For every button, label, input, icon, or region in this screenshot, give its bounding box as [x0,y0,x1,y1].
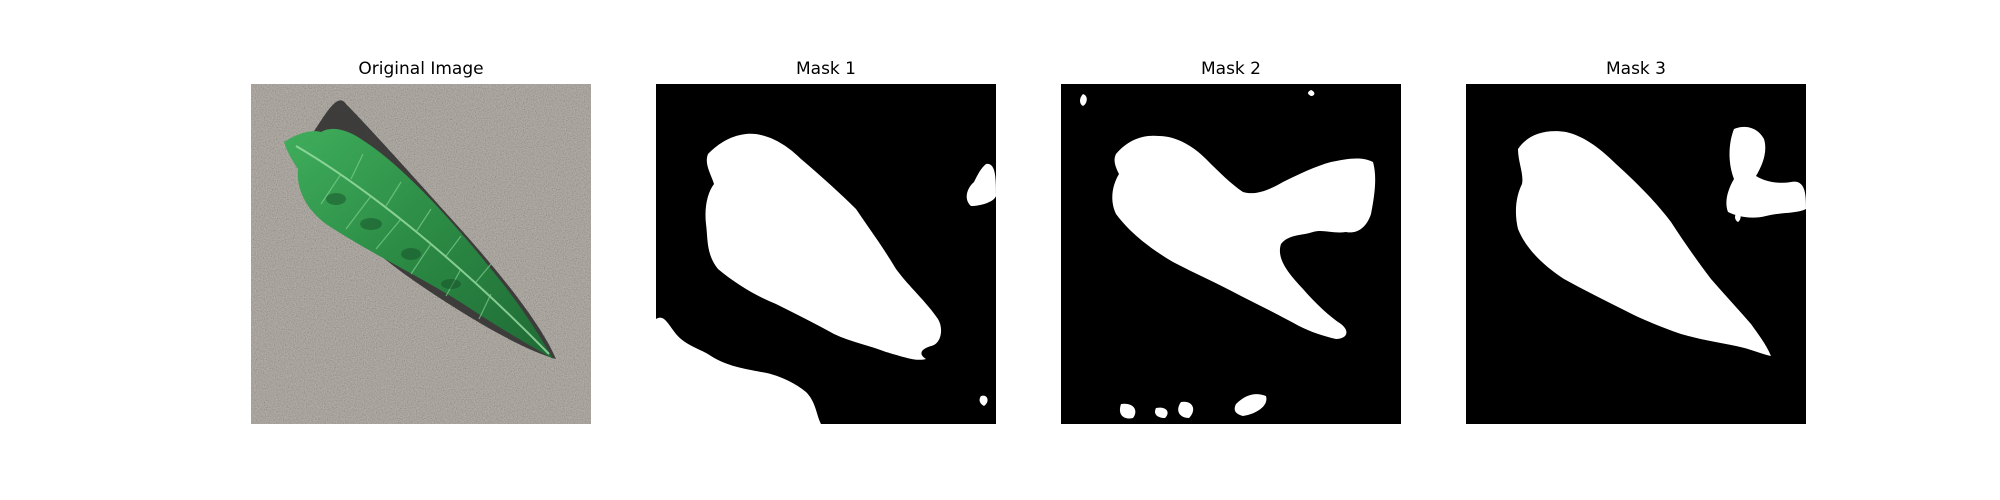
mask-3-image [1466,84,1806,424]
mask-1-image [656,84,996,424]
mask-1-title: Mask 1 [795,59,856,79]
mask-3-panel: Mask 3 [1466,0,1806,500]
original-image-panel: Original Image [251,0,591,500]
mask-2-title: Mask 2 [1200,59,1261,79]
original-image [251,84,591,424]
original-image-title: Original Image [358,59,484,79]
mask-2-panel: Mask 2 [1061,0,1401,500]
mask-3-title: Mask 3 [1605,59,1666,79]
mask-1-panel: Mask 1 [656,0,996,500]
mask-2-image [1061,84,1401,424]
